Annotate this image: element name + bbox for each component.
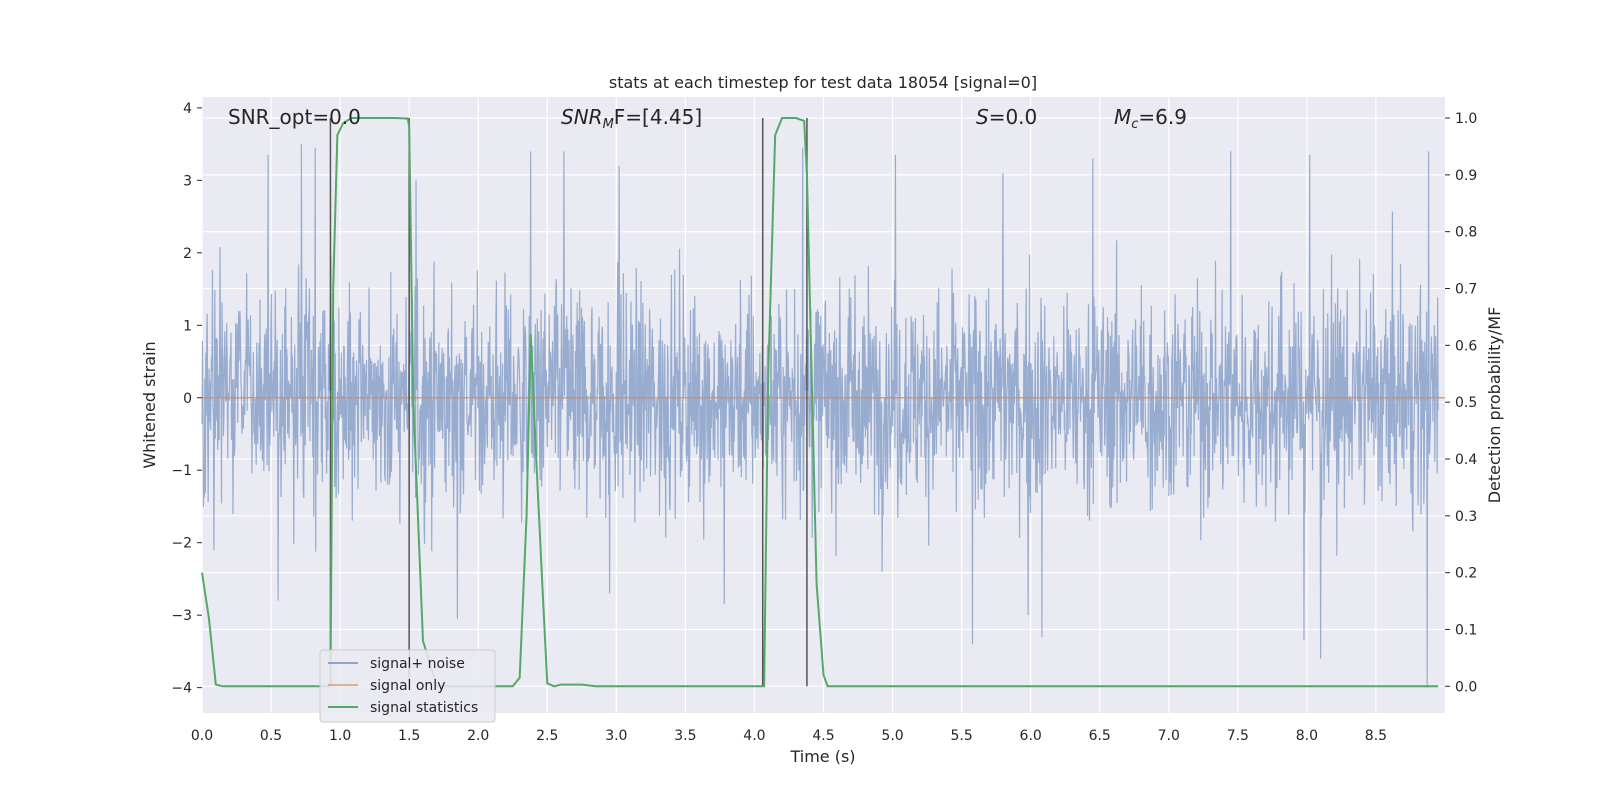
x-tick-labels: 0.0 0.5 1.0 1.5 2.0 2.5 3.0 3.5 4.0 4.5 5.0 5.5 6.0 6… <box>191 728 1387 744</box>
x-tick-label: 4.5 <box>812 728 834 744</box>
annotation-snr-mf-sub: M <box>603 117 614 132</box>
y-tick-label: −4 <box>171 681 192 697</box>
x-tick-label: 7.5 <box>1227 728 1249 744</box>
x-tick-label: 8.0 <box>1296 728 1318 744</box>
chart-title: stats at each timestep for test data 180… <box>609 73 1037 92</box>
signal-noise-series <box>201 144 1439 688</box>
legend-label-signal-noise: signal+ noise <box>370 656 465 672</box>
legend: signal+ noise signal only signal statist… <box>319 649 496 723</box>
annotation-mc: Mc=6.9 <box>1114 105 1187 132</box>
x-tick-label: 8.5 <box>1365 728 1387 744</box>
y2-tick-labels: 1.0 0.9 0.8 0.7 0.6 0.5 0.4 0.3 0.2 0.1 0.0 <box>1445 111 1477 695</box>
y2-tick-label: 0.4 <box>1455 452 1477 468</box>
annotation-s-rest: =0.0 <box>989 105 1038 129</box>
y-tick-labels: 4 3 2 1 0 −1 −2 −3 −4 <box>171 101 202 697</box>
annotation-mc-main: M <box>1114 105 1131 129</box>
y-tick-label: 1 <box>183 318 192 334</box>
legend-label-signal-only: signal only <box>370 678 445 694</box>
y2-tick-label: 0.1 <box>1455 622 1477 638</box>
y2-tick-label: 1.0 <box>1455 111 1477 127</box>
y-tick-label: −1 <box>171 463 192 479</box>
x-tick-label: 4.0 <box>743 728 765 744</box>
signal-statistics-series <box>201 117 1439 688</box>
y2-tick-label: 0.9 <box>1455 168 1477 184</box>
annotation-snr-opt: SNR_opt=0.0 <box>228 105 361 129</box>
signal-noise-line <box>201 144 1439 688</box>
x-tick-label: 6.0 <box>1020 728 1042 744</box>
y-tick-label: 4 <box>183 101 192 117</box>
y2-tick-label: 0.6 <box>1455 338 1477 354</box>
y2-tick-label: 0.2 <box>1455 566 1477 582</box>
annotation-snr-mf-main: SNR <box>561 105 603 129</box>
legend-label-signal-statistics: signal statistics <box>370 700 478 716</box>
x-tick-label: 1.5 <box>398 728 420 744</box>
x-tick-label: 3.5 <box>674 728 696 744</box>
y2-tick-label: 0.8 <box>1455 225 1477 241</box>
x-tick-label: 1.0 <box>329 728 351 744</box>
y2-tick-label: 0.7 <box>1455 282 1477 298</box>
y-tick-label: 3 <box>183 173 192 189</box>
y2-tick-label: 0.3 <box>1455 509 1477 525</box>
legend-box <box>319 649 496 723</box>
annotation-s-main: S <box>976 105 989 129</box>
x-tick-label: 2.5 <box>536 728 558 744</box>
x-tick-label: 5.0 <box>881 728 903 744</box>
x-tick-label: 6.5 <box>1089 728 1111 744</box>
x-tick-label: 5.5 <box>950 728 972 744</box>
y-tick-label: −3 <box>171 608 192 624</box>
y2-axis-label: Detection probability/MF <box>1485 307 1504 504</box>
x-tick-label: 2.0 <box>467 728 489 744</box>
x-tick-label: 3.0 <box>605 728 627 744</box>
x-tick-label: 0.0 <box>191 728 213 744</box>
y2-tick-label: 0.5 <box>1455 395 1477 411</box>
y-tick-label: 2 <box>183 246 192 262</box>
y-tick-label: −2 <box>171 536 192 552</box>
y-axis-label: Whitened strain <box>140 341 159 468</box>
y-tick-label: 0 <box>183 391 192 407</box>
y2-tick-label: 0.0 <box>1455 679 1477 695</box>
x-tick-label: 0.5 <box>260 728 282 744</box>
signal-statistics-line <box>201 117 1439 688</box>
annotation-mc-rest: =6.9 <box>1138 105 1187 129</box>
annotation-s: S=0.0 <box>976 105 1037 129</box>
x-tick-label: 7.0 <box>1158 728 1180 744</box>
annotation-mc-sub: c <box>1131 117 1138 132</box>
annotation-snr-mf-rest: F=[4.45] <box>614 105 702 129</box>
x-axis-label: Time (s) <box>789 747 855 766</box>
annotation-snr-mf: SNRMF=[4.45] <box>561 105 702 132</box>
